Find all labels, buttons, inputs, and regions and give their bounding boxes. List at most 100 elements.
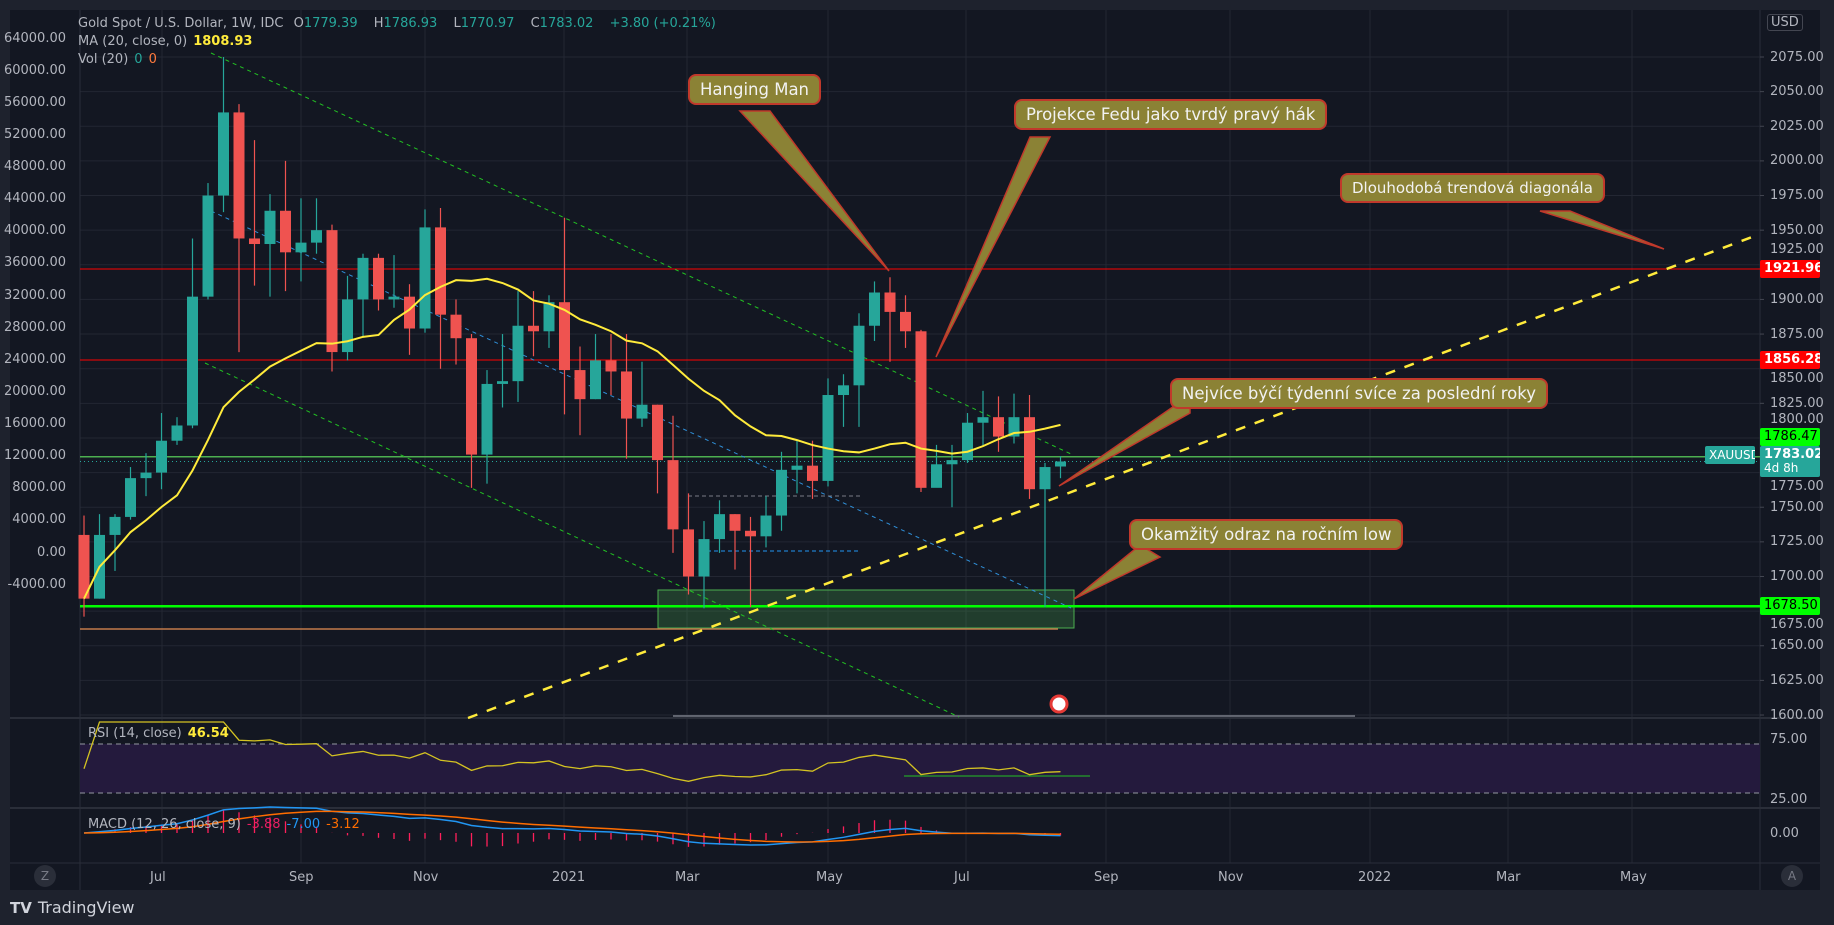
right-axis-tick: 1975.00	[1770, 188, 1824, 204]
left-axis-tick: 20000.00	[3, 383, 66, 399]
callout-fed-projection[interactable]: Projekce Fedu jako tvrdý pravý hák	[1014, 99, 1328, 130]
candle-up	[590, 360, 601, 400]
candle-up	[311, 230, 322, 243]
right-axis-tick: 2000.00	[1770, 153, 1824, 169]
low-value: 1770.97	[460, 16, 515, 31]
vol-legend[interactable]: Vol (20) 0 0	[78, 52, 163, 67]
candle-up	[636, 404, 648, 419]
candle-down	[404, 296, 415, 329]
left-axis-tick: 32000.00	[3, 287, 66, 303]
ma-label: MA (20, close, 0)	[78, 34, 188, 49]
ma-legend[interactable]: MA (20, close, 0) 1808.93	[78, 34, 258, 49]
callout-hanging-man[interactable]: Hanging Man	[688, 74, 822, 105]
left-axis-tick: 12000.00	[3, 448, 66, 464]
left-axis-tick: 0.00	[37, 544, 66, 560]
candle-down	[326, 230, 338, 353]
price-badge-resistance-2: 1856.28	[1760, 351, 1820, 369]
callout-long-term-trend[interactable]: Dlouhodobá trendová diagonála	[1340, 173, 1605, 203]
ma20-line	[83, 277, 1061, 600]
channel-bottom-line	[204, 362, 960, 718]
macd-signal-value: -3.12	[326, 817, 360, 832]
time-axis-label: Sep	[289, 869, 314, 885]
tradingview-logo[interactable]: TV TradingView	[10, 898, 135, 917]
right-axis-tick: 1925.00	[1770, 242, 1824, 257]
macd-signal-line	[83, 810, 1061, 843]
high-label: H	[373, 16, 384, 31]
candle-down	[667, 460, 679, 530]
close-value: 1783.02	[539, 16, 594, 31]
right-axis-tick: 1825.00	[1770, 395, 1824, 411]
left-axis-tick: 52000.00	[3, 126, 66, 142]
right-axis-tick: 2075.00	[1770, 49, 1824, 65]
macd-hist-value: -3.88	[246, 817, 281, 832]
candle-up	[822, 395, 834, 481]
left-axis-tick: 16000.00	[3, 416, 66, 431]
time-axis-label: 2021	[552, 869, 586, 885]
open-group: O1779.39	[294, 16, 364, 31]
right-axis-tick: 2025.00	[1770, 118, 1824, 134]
candle-up	[1008, 417, 1020, 437]
right-axis-tick: 1875.00	[1770, 326, 1824, 342]
macd-line	[83, 806, 1061, 846]
macd-label: MACD (12, 26, close, 9)	[88, 817, 241, 832]
candle-up	[218, 112, 229, 196]
candle-up	[357, 257, 369, 300]
candle-down	[729, 514, 741, 531]
left-axis-tick: 8000.00	[12, 480, 66, 496]
close-label: C	[530, 16, 540, 31]
candle-up	[946, 460, 958, 465]
price-badge-last: 1783.02 4d 8h	[1760, 446, 1820, 477]
candle-down	[280, 210, 291, 253]
rsi-legend[interactable]: RSI (14, close) 46.54	[88, 726, 235, 741]
candle-up	[698, 539, 710, 577]
time-axis-label: 2022	[1358, 869, 1392, 885]
zoom-button[interactable]: Z	[34, 865, 56, 887]
time-axis-label: Nov	[413, 869, 439, 885]
candle-up	[1039, 467, 1051, 490]
right-axis-tick: 1625.00	[1770, 672, 1824, 688]
candle-down	[528, 325, 539, 332]
callout-yearly-low-bounce[interactable]: Okamžitý odraz na ročním low	[1129, 519, 1404, 550]
macd-value: -7.00	[286, 817, 321, 832]
callout-pointer	[1539, 210, 1665, 250]
callout-bullish-candle[interactable]: Nejvíce býčí týdenní svíce za poslední r…	[1170, 378, 1548, 409]
left-axis-tick: 28000.00	[3, 319, 66, 335]
right-axis-tick: 1775.00	[1770, 479, 1824, 494]
candle-down	[605, 360, 617, 372]
left-axis-tick: -4000.00	[7, 576, 66, 592]
support-zone-rect	[657, 589, 1075, 629]
candle-down	[233, 112, 245, 239]
rsi-axis-tick: 75.00	[1770, 731, 1808, 747]
auto-scale-button[interactable]: A	[1781, 865, 1803, 887]
candle-up	[497, 381, 508, 384]
right-axis-tick: 1850.00	[1770, 371, 1824, 386]
candle-up	[109, 516, 121, 535]
right-axis-tick: 1900.00	[1770, 291, 1824, 307]
close-group: C1783.02	[531, 16, 600, 31]
left-axis-tick: 24000.00	[3, 351, 66, 367]
candle-up	[1055, 461, 1066, 467]
price-badge-support: 1678.50	[1760, 597, 1820, 615]
callout-pointer	[935, 136, 1052, 358]
macd-axis-tick: 0.00	[1770, 825, 1799, 841]
time-axis-label: Jul	[150, 869, 166, 885]
candle-up	[187, 296, 198, 426]
candle-up	[388, 296, 400, 300]
price-badge-ma: 1786.47	[1760, 428, 1820, 446]
macd-legend[interactable]: MACD (12, 26, close, 9) -3.88 -7.00 -3.12	[88, 817, 366, 832]
low-label: L	[453, 16, 461, 31]
candle-down	[745, 530, 756, 537]
callout-pointer	[1073, 544, 1162, 600]
open-label: O	[293, 16, 304, 31]
right-axis-tick: 1750.00	[1770, 499, 1824, 515]
candle-down	[683, 529, 694, 577]
left-axis-tick: 64000.00	[3, 30, 66, 46]
time-axis-label: Sep	[1094, 869, 1119, 885]
candle-down	[993, 417, 1004, 437]
right-axis-tick: 2050.00	[1770, 84, 1824, 100]
candle-up	[714, 514, 725, 540]
candle-up	[869, 292, 880, 326]
currency-button[interactable]: USD	[1767, 14, 1803, 31]
symbol-label: XAUUSD	[1705, 446, 1755, 464]
